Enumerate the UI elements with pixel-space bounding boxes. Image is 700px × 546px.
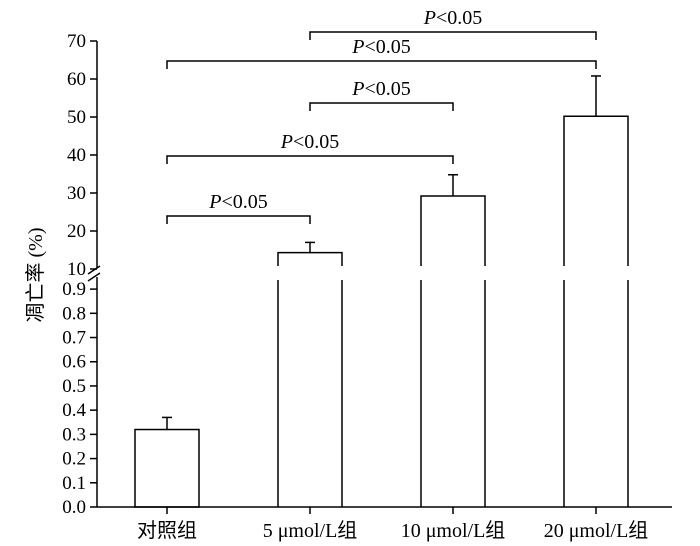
- y-tick-label-lower-1: 0.1: [62, 473, 86, 494]
- y-tick-label-lower-8: 0.8: [62, 303, 86, 324]
- bar-2: [420, 195, 486, 507]
- y-tick-label-upper-0: 10: [67, 259, 86, 280]
- y-tick-label-upper-6: 70: [67, 31, 86, 52]
- axis-break-mark-bottom: [87, 272, 101, 282]
- significance-label-1: P<0.05: [280, 131, 340, 153]
- x-category-label-0: 对照组: [137, 519, 197, 542]
- bar-0: [134, 428, 200, 508]
- y-tick-label-lower-5: 0.5: [62, 376, 86, 397]
- y-tick-label-upper-3: 40: [67, 145, 86, 166]
- y-tick-label-lower-3: 0.3: [62, 424, 86, 445]
- significance-label-4: P<0.05: [423, 7, 483, 29]
- significance-label-2: P<0.05: [351, 78, 411, 100]
- significance-bracket-4: [309, 31, 597, 40]
- y-tick-label-upper-4: 50: [67, 107, 86, 128]
- bar-1: [277, 251, 343, 507]
- y-tick-label-lower-4: 0.4: [62, 400, 86, 421]
- significance-bracket-3: [166, 60, 597, 69]
- bar-3: [563, 115, 629, 507]
- y-tick-label-lower-2: 0.2: [62, 449, 86, 470]
- significance-bracket-0: [166, 215, 311, 224]
- y-tick-label-lower-7: 0.7: [62, 328, 86, 349]
- y-tick-label-lower-9: 0.9: [62, 279, 86, 300]
- x-category-label-2: 10 μmol/L组: [401, 519, 506, 542]
- y-tick-label-upper-5: 60: [67, 69, 86, 90]
- significance-bracket-2: [309, 102, 454, 111]
- y-tick-label-lower-6: 0.6: [62, 352, 86, 373]
- y-tick-label-upper-1: 20: [67, 221, 86, 242]
- x-category-label-1: 5 μmol/L组: [263, 519, 358, 542]
- y-tick-label-lower-0: 0.0: [62, 497, 86, 518]
- significance-label-0: P<0.05: [208, 191, 268, 213]
- x-category-label-3: 20 μmol/L组: [544, 519, 649, 542]
- y-tick-label-upper-2: 30: [67, 183, 86, 204]
- significance-bracket-1: [166, 155, 454, 164]
- significance-label-3: P<0.05: [351, 36, 411, 58]
- axis-break-mark-top: [87, 265, 101, 275]
- y-axis-title: 凋亡率 (%): [24, 228, 47, 323]
